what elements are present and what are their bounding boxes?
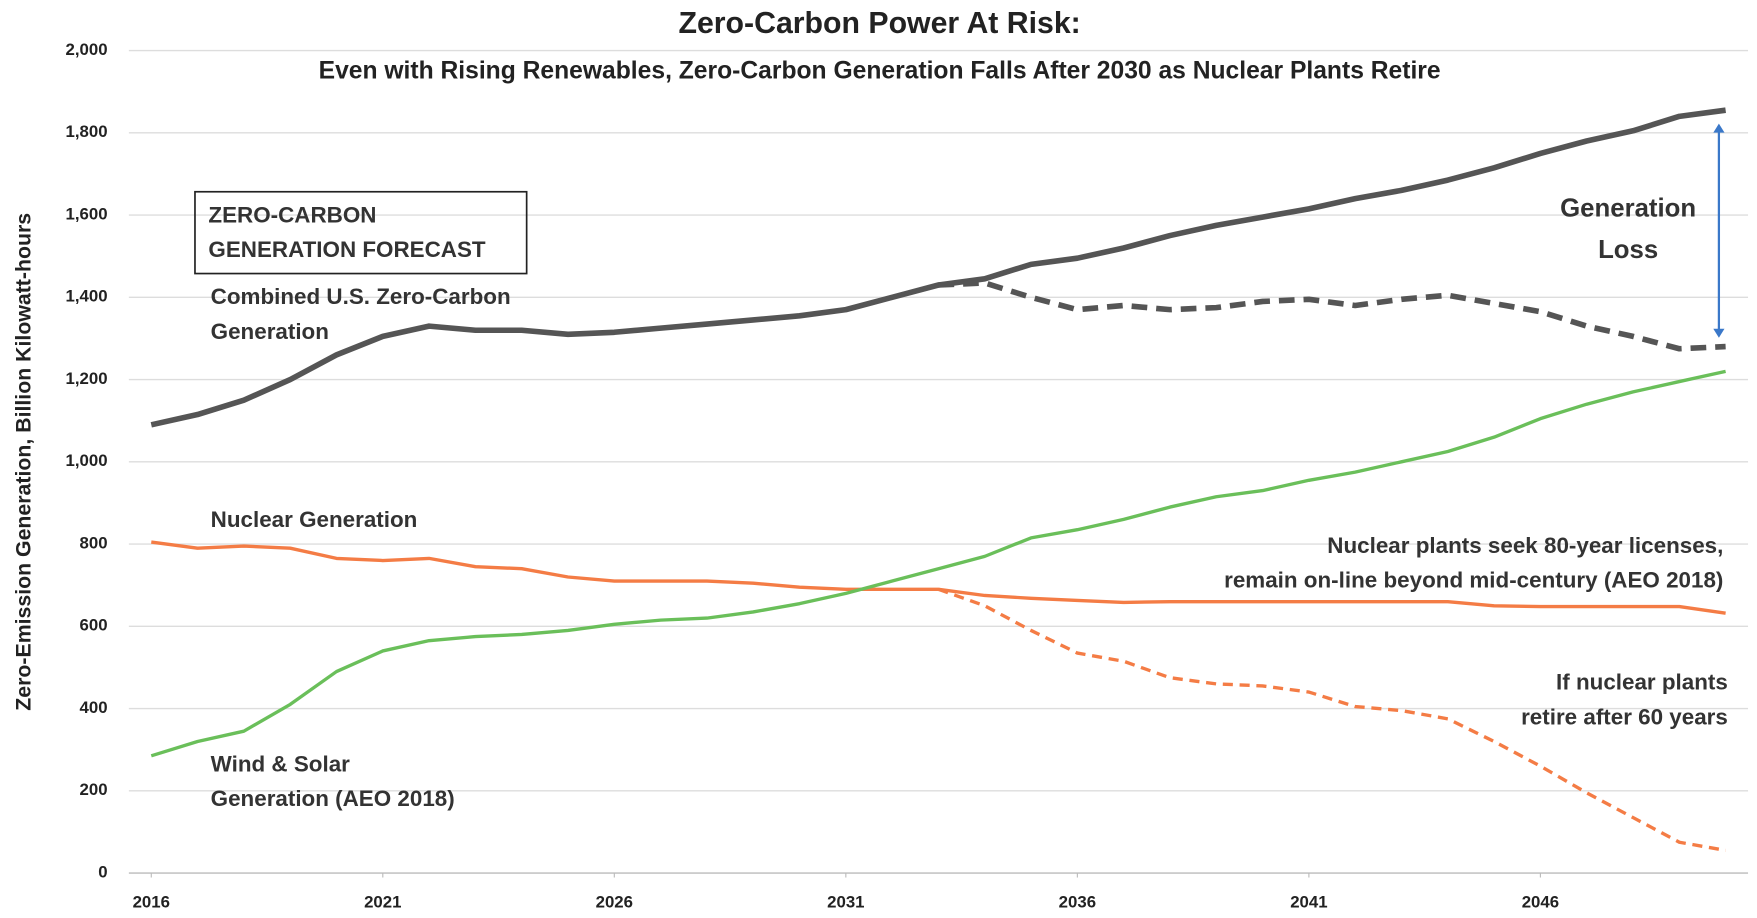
arrow-head	[1713, 328, 1725, 338]
series-line	[938, 280, 1726, 352]
x-tick-label: 2041	[1290, 893, 1327, 912]
series-line	[150, 369, 1726, 758]
annotation-line: remain on-line beyond mid-century (AEO 2…	[1224, 568, 1723, 593]
annotation-line: Combined U.S. Zero-Carbon	[211, 284, 511, 309]
annotation-line: Nuclear Generation	[211, 507, 418, 532]
annotation-line: Loss	[1598, 236, 1658, 264]
annotation-line: retire after 60 years	[1521, 704, 1728, 729]
arrow-head	[1713, 123, 1725, 133]
annotation-line: Generation (AEO 2018)	[211, 786, 455, 811]
y-tick-label: 600	[80, 616, 108, 635]
annotation: Nuclear plants seek 80-year licenses, rem…	[1224, 533, 1723, 593]
annotation: If nuclear plants retire after 60 years	[1521, 670, 1728, 730]
y-tick-label: 0	[98, 862, 107, 881]
annotation-line: GENERATION FORECAST	[208, 237, 485, 262]
chart-title: Zero-Carbon Power At Risk:	[678, 7, 1080, 40]
series-line	[937, 587, 1726, 853]
annotation: Generation Loss	[1560, 194, 1696, 263]
chart-subtitle: Even with Rising Renewables, Zero-Carbon…	[319, 57, 1441, 84]
annotation-line: Generation	[211, 319, 329, 344]
annotation: Nuclear Generation	[211, 507, 418, 532]
annotation: Combined U.S. Zero-Carbon Generation	[211, 284, 511, 344]
y-tick-label: 400	[80, 698, 108, 717]
y-tick-label: 2,000	[66, 40, 108, 59]
y-tick-label: 1,000	[66, 451, 108, 470]
annotation-line: ZERO-CARBON	[208, 202, 376, 227]
y-tick-label: 1,400	[66, 287, 108, 306]
y-tick-label: 1,600	[66, 204, 108, 223]
annotation-box	[194, 190, 528, 275]
series-line	[150, 107, 1726, 428]
x-tick-label: 2026	[596, 893, 633, 912]
x-tick-label: 2031	[827, 893, 864, 912]
x-tick-label: 2036	[1059, 893, 1096, 912]
x-tick-label: 2021	[364, 893, 401, 912]
y-tick-label: 200	[80, 780, 108, 799]
x-tick-label: 2046	[1522, 893, 1559, 912]
y-tick-label: 1,800	[66, 122, 108, 141]
x-tick-label: 2016	[133, 893, 170, 912]
annotation-line: Wind & Solar	[211, 751, 350, 776]
y-tick-label: 800	[80, 533, 108, 552]
annotation-line: If nuclear plants	[1556, 670, 1728, 695]
y-axis-label: Zero-Emission Generation, Billion Kilowa…	[11, 213, 35, 711]
annotation: Wind & Solar Generation (AEO 2018)	[211, 751, 455, 811]
annotation-line: Nuclear plants seek 80-year licenses,	[1327, 533, 1723, 558]
y-tick-label: 1,200	[66, 369, 108, 388]
annotation: ZERO-CARBON GENERATION FORECAST	[208, 202, 485, 262]
annotation-line: Generation	[1560, 194, 1696, 222]
